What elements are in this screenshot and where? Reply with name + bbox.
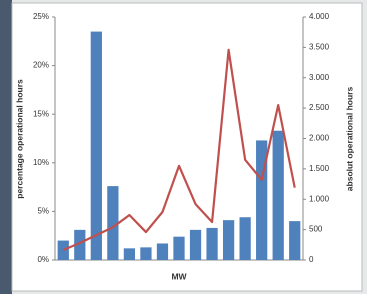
bar (91, 32, 102, 260)
bar (223, 220, 234, 260)
x-axis-label: MW (171, 271, 187, 281)
bar (273, 131, 284, 260)
y-axis-label: percentage operational hours (14, 79, 24, 199)
bar (190, 230, 201, 260)
y2-tick-label: 2.500 (309, 103, 330, 112)
y2-tick-label: 1.500 (309, 164, 330, 173)
bar (140, 247, 151, 260)
y-tick-label: 25% (33, 12, 49, 21)
y2-tick-label: 2.000 (309, 134, 330, 143)
y-tick-label: 15% (33, 109, 49, 118)
y-tick-label: 10% (33, 158, 49, 167)
y2-tick-label: 4.000 (309, 12, 330, 21)
y-tick-label: 20% (33, 61, 49, 70)
bar (157, 243, 168, 260)
bar (240, 217, 251, 260)
y2-tick-label: 0 (309, 255, 314, 264)
y-tick-label: 5% (37, 207, 49, 216)
photo-strip (0, 0, 12, 294)
y2-tick-label: 1.000 (309, 194, 330, 203)
y2-axis-label: absolut operational hours (344, 87, 354, 192)
bar (289, 221, 300, 260)
bar (58, 241, 69, 260)
y2-tick-label: 3.500 (309, 42, 330, 51)
y2-tick-label: 3.000 (309, 73, 330, 82)
bar (206, 228, 217, 260)
y-tick-label: 0% (37, 255, 49, 264)
bar (124, 248, 135, 260)
bar (173, 237, 184, 260)
chart: MW percentage operational hours absolut … (0, 0, 367, 294)
y2-tick-label: 500 (309, 225, 323, 234)
